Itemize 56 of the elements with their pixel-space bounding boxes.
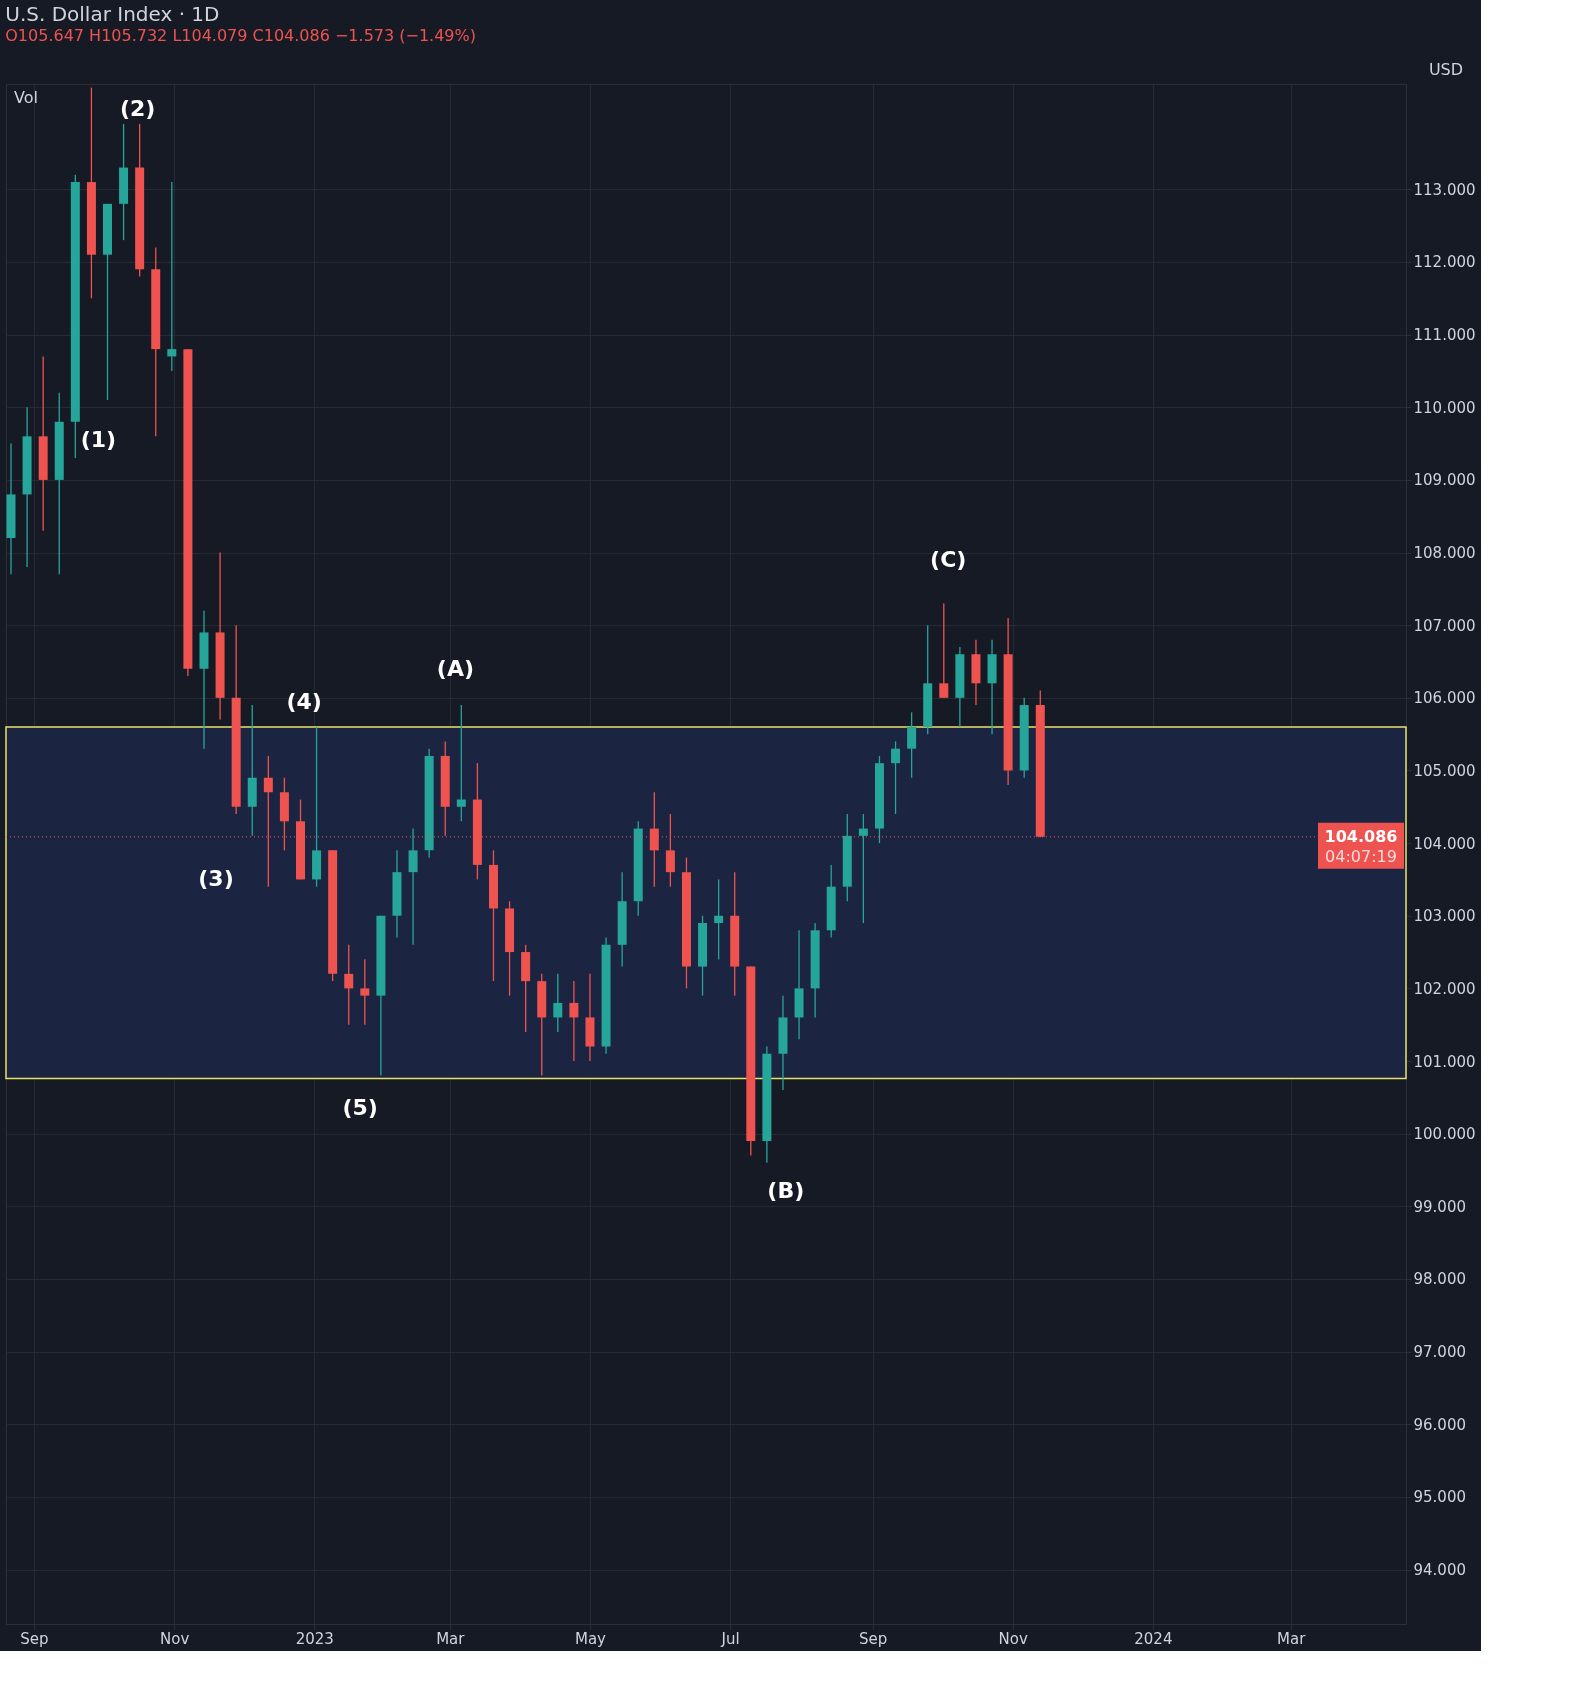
x-tick-label: Mar: [1277, 1629, 1307, 1648]
chart-title: U.S. Dollar Index · 1D: [5, 2, 220, 26]
y-tick-label: 94.000: [1413, 1561, 1466, 1580]
candlestick: [569, 980, 579, 1062]
x-tick-label: Mar: [436, 1629, 466, 1648]
x-tick-label: Nov: [159, 1629, 190, 1648]
annotation: (3): [198, 865, 234, 891]
candlestick: [344, 944, 354, 1026]
y-tick-label: 97.000: [1413, 1343, 1466, 1362]
annotation: (4): [286, 688, 322, 714]
candlestick: [167, 181, 177, 372]
annotation: 04:07:19: [1325, 846, 1397, 866]
candlestick: [360, 958, 370, 1026]
candlestick: [714, 878, 724, 960]
annotation: (B): [767, 1178, 805, 1204]
candlestick: [408, 827, 418, 946]
y-tick-label: 109.000: [1413, 471, 1476, 490]
x-tick-label: Sep: [858, 1629, 888, 1648]
y-tick-label: 113.000: [1413, 180, 1476, 199]
annotation: Vol: [14, 88, 38, 107]
annotation: (5): [342, 1095, 378, 1121]
candlestick: [939, 602, 949, 699]
candlestick: [553, 973, 563, 1033]
x-tick-label: Nov: [998, 1629, 1028, 1648]
x-tick-label: May: [574, 1629, 607, 1648]
text: USD: [1428, 60, 1464, 79]
y-tick-label: 95.000: [1413, 1488, 1466, 1507]
y-tick-label: 105.000: [1413, 761, 1476, 780]
chart-subtitle: O105.647 H105.732 L104.079 C104.086 −1.573 (−1.49%): [5, 26, 476, 45]
x-tick-label: Jul: [720, 1629, 740, 1648]
y-tick-label: 103.000: [1413, 907, 1476, 926]
y-tick-label: 104.000: [1413, 834, 1476, 853]
y-tick-label: 112.000: [1413, 253, 1476, 272]
candlestick: [858, 813, 868, 924]
annotation: (2): [119, 96, 156, 122]
y-tick-label: 96.000: [1413, 1415, 1466, 1434]
y-tick-label: 106.000: [1413, 689, 1476, 708]
y-tick-label: 100.000: [1413, 1125, 1476, 1144]
ref-line-label: 104.086: [1324, 826, 1398, 846]
x-tick-label: 2024: [1134, 1629, 1173, 1648]
y-tick-label: 98.000: [1413, 1270, 1466, 1289]
candlestick: [907, 711, 917, 779]
annotation: (A): [436, 656, 474, 682]
candlestick: [891, 740, 901, 815]
y-tick-label: 110.000: [1413, 398, 1476, 417]
x-tick-label: Sep: [20, 1629, 49, 1648]
y-tick-label: 102.000: [1413, 979, 1476, 998]
y-tick-label: 108.000: [1413, 544, 1476, 563]
y-tick-label: 101.000: [1413, 1052, 1476, 1071]
y-tick-label: 111.000: [1413, 326, 1476, 345]
y-tick-label: 107.000: [1413, 616, 1476, 635]
y-tick-label: 99.000: [1413, 1197, 1466, 1216]
annotation: (1): [80, 426, 117, 452]
x-tick-label: 2023: [295, 1629, 334, 1648]
candlestick: [456, 704, 466, 822]
annotation: (C): [930, 546, 967, 572]
